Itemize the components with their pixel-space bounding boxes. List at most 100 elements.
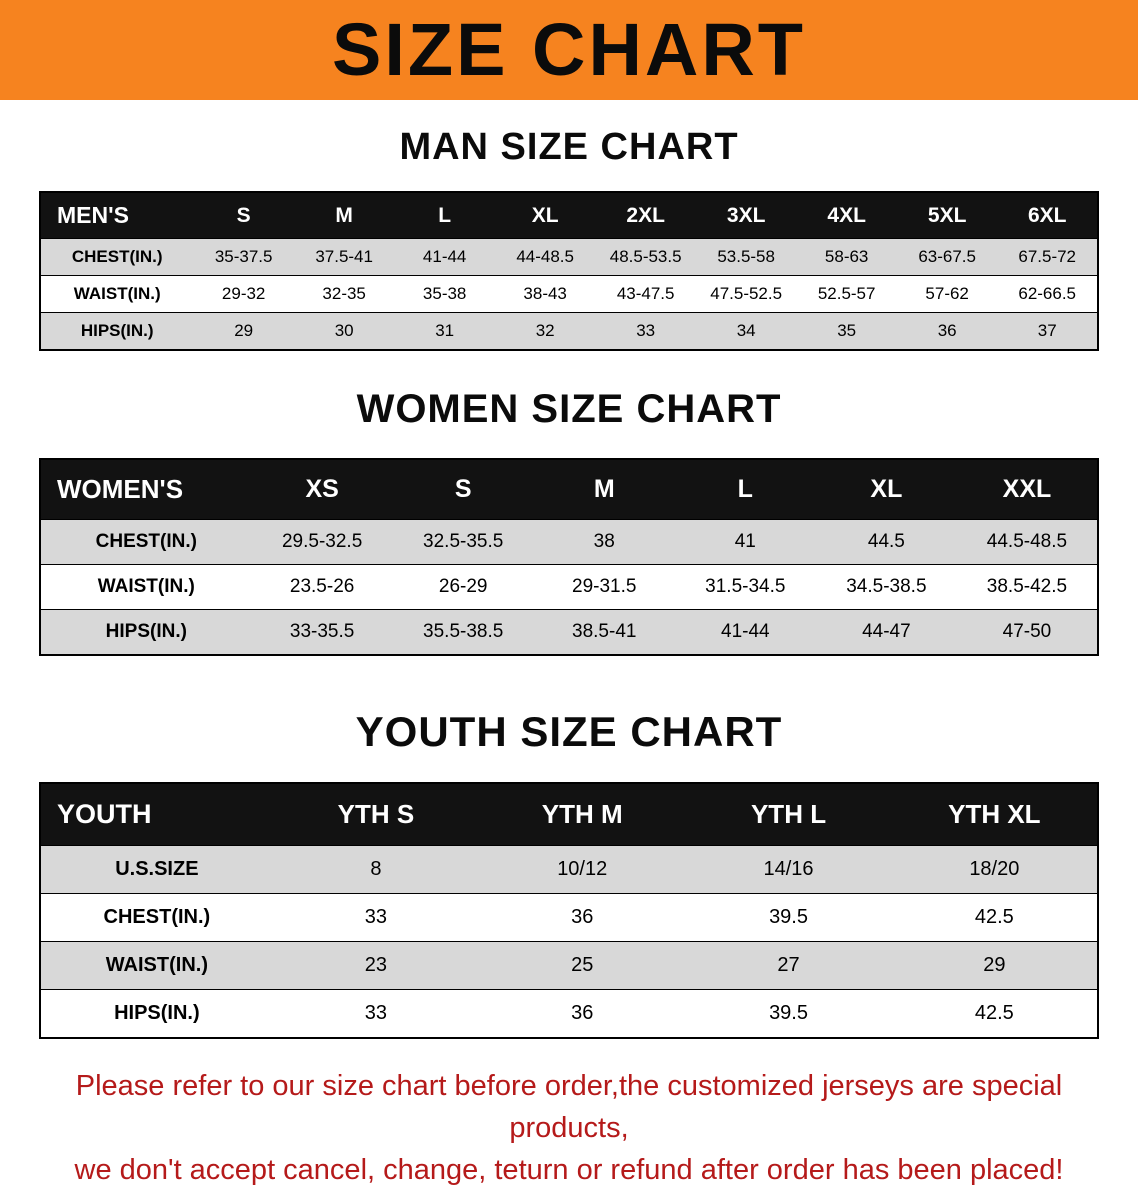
size-value: 37 — [997, 312, 1098, 350]
size-value: 67.5-72 — [997, 238, 1098, 276]
column-header: YTH L — [685, 783, 892, 846]
table-header-row: YOUTH YTH S YTH M YTH L YTH XL — [40, 783, 1098, 846]
size-value: 32.5-35.5 — [392, 519, 534, 565]
row-label: CHEST(IN.) — [40, 519, 252, 565]
size-value: 30 — [293, 312, 395, 350]
size-value: 23 — [272, 941, 480, 990]
size-value: 38.5-41 — [533, 609, 675, 655]
column-header: YTH XL — [891, 783, 1098, 846]
row-label: CHEST(IN.) — [40, 238, 194, 276]
size-value: 41-44 — [674, 609, 816, 655]
column-header: 4XL — [796, 192, 897, 239]
table-row: WAIST(IN.) 23.5-26 26-29 29-31.5 31.5-34.5 34… — [40, 564, 1098, 610]
size-value: 35 — [796, 312, 897, 350]
size-value: 42.5 — [891, 989, 1098, 1038]
size-value: 32 — [494, 312, 596, 350]
size-value: 53.5-58 — [695, 238, 797, 276]
size-value: 36 — [479, 989, 686, 1038]
size-table: YOUTH YTH S YTH M YTH L YTH XL U.S.SIZE 8 10/12… — [39, 782, 1099, 1039]
size-value: 33 — [272, 893, 480, 942]
size-value: 10/12 — [479, 845, 686, 894]
column-header: 5XL — [896, 192, 998, 239]
size-value: 8 — [272, 845, 480, 894]
size-value: 42.5 — [891, 893, 1098, 942]
column-header: 6XL — [997, 192, 1098, 239]
size-value: 37.5-41 — [293, 238, 395, 276]
column-header: YTH S — [272, 783, 480, 846]
column-header: M — [293, 192, 395, 239]
row-label: CHEST(IN.) — [40, 893, 273, 942]
size-value: 38 — [533, 519, 675, 565]
size-value: 29-32 — [193, 275, 294, 313]
row-label: WAIST(IN.) — [40, 941, 273, 990]
banner-title: SIZE CHART — [332, 8, 806, 91]
size-table: MEN'S S M L XL 2XL 3XL 4XL 5XL 6XL CHEST(IN.) 35-37… — [39, 191, 1099, 351]
women-size-table-container: WOMEN'S XS S M L XL XXL CHEST(IN.) 29.5-32.5 32.5… — [39, 458, 1099, 656]
row-label: WAIST(IN.) — [40, 564, 252, 610]
size-value: 63-67.5 — [896, 238, 998, 276]
table-row: CHEST(IN.) 29.5-32.5 32.5-35.5 38 41 44.5 44.5… — [40, 519, 1098, 565]
table-title-cell: WOMEN'S — [40, 459, 252, 520]
column-header: L — [674, 459, 816, 520]
size-value: 27 — [685, 941, 892, 990]
size-value: 29.5-32.5 — [251, 519, 393, 565]
size-value: 41-44 — [394, 238, 495, 276]
disclaimer: Please refer to our size chart before or… — [19, 1065, 1119, 1191]
table-row: HIPS(IN.) 33 36 39.5 42.5 — [40, 989, 1098, 1038]
table-row: CHEST(IN.) 35-37.5 37.5-41 41-44 44-48.5 48.5… — [40, 238, 1098, 276]
size-value: 44.5 — [815, 519, 957, 565]
size-value: 29-31.5 — [533, 564, 675, 610]
size-value: 38.5-42.5 — [956, 564, 1098, 610]
size-value: 25 — [479, 941, 686, 990]
size-value: 29 — [193, 312, 294, 350]
column-header: XL — [494, 192, 596, 239]
size-value: 36 — [479, 893, 686, 942]
size-chart-banner: SIZE CHART — [0, 0, 1138, 100]
table-row: U.S.SIZE 8 10/12 14/16 18/20 — [40, 845, 1098, 894]
table-header-row: MEN'S S M L XL 2XL 3XL 4XL 5XL 6XL — [40, 192, 1098, 239]
size-value: 52.5-57 — [796, 275, 897, 313]
size-value: 47-50 — [956, 609, 1098, 655]
row-label: HIPS(IN.) — [40, 609, 252, 655]
table-row: WAIST(IN.) 29-32 32-35 35-38 38-43 43-47.5 47.… — [40, 275, 1098, 313]
size-value: 38-43 — [494, 275, 596, 313]
column-header: S — [193, 192, 294, 239]
size-value: 47.5-52.5 — [695, 275, 797, 313]
table-row: CHEST(IN.) 33 36 39.5 42.5 — [40, 893, 1098, 942]
column-header: L — [394, 192, 495, 239]
size-value: 41 — [674, 519, 816, 565]
youth-size-table-container: YOUTH YTH S YTH M YTH L YTH XL U.S.SIZE 8 10/12… — [39, 782, 1099, 1039]
size-value: 57-62 — [896, 275, 998, 313]
youth-section-heading: YOUTH SIZE CHART — [355, 708, 783, 755]
column-header: 3XL — [695, 192, 797, 239]
table-title-cell: MEN'S — [40, 192, 194, 239]
row-label: HIPS(IN.) — [40, 312, 194, 350]
women-size-table-wrap: WOMEN'S XS S M L XL XXL CHEST(IN.) 29.5-32.5 32.5… — [39, 458, 1099, 656]
size-value: 62-66.5 — [997, 275, 1098, 313]
row-label: HIPS(IN.) — [40, 989, 273, 1038]
row-label: U.S.SIZE — [40, 845, 273, 894]
size-value: 29 — [891, 941, 1098, 990]
column-header: S — [392, 459, 534, 520]
size-value: 44-47 — [815, 609, 957, 655]
size-value: 33-35.5 — [251, 609, 393, 655]
size-value: 33 — [595, 312, 696, 350]
disclaimer-line-1: Please refer to our size chart before or… — [75, 1070, 1063, 1145]
size-value: 31 — [394, 312, 495, 350]
table-row: HIPS(IN.) 29 30 31 32 33 34 35 36 37 — [40, 312, 1098, 350]
column-header: M — [533, 459, 675, 520]
women-section-heading: WOMEN SIZE CHART — [356, 387, 782, 431]
size-value: 32-35 — [293, 275, 395, 313]
size-value: 34.5-38.5 — [815, 564, 957, 610]
column-header: XL — [815, 459, 957, 520]
table-row: HIPS(IN.) 33-35.5 35.5-38.5 38.5-41 41-44 44-… — [40, 609, 1098, 655]
size-value: 14/16 — [685, 845, 892, 894]
table-row: WAIST(IN.) 23 25 27 29 — [40, 941, 1098, 990]
size-value: 26-29 — [392, 564, 534, 610]
disclaimer-line-2: we don't accept cancel, change, teturn o… — [74, 1154, 1064, 1187]
row-label: WAIST(IN.) — [40, 275, 194, 313]
men-section-heading: MAN SIZE CHART — [399, 126, 739, 168]
size-value: 36 — [896, 312, 998, 350]
men-size-table-wrap: MEN'S S M L XL 2XL 3XL 4XL 5XL 6XL CHEST(IN.) 35-37… — [39, 191, 1099, 351]
column-header: XS — [251, 459, 393, 520]
